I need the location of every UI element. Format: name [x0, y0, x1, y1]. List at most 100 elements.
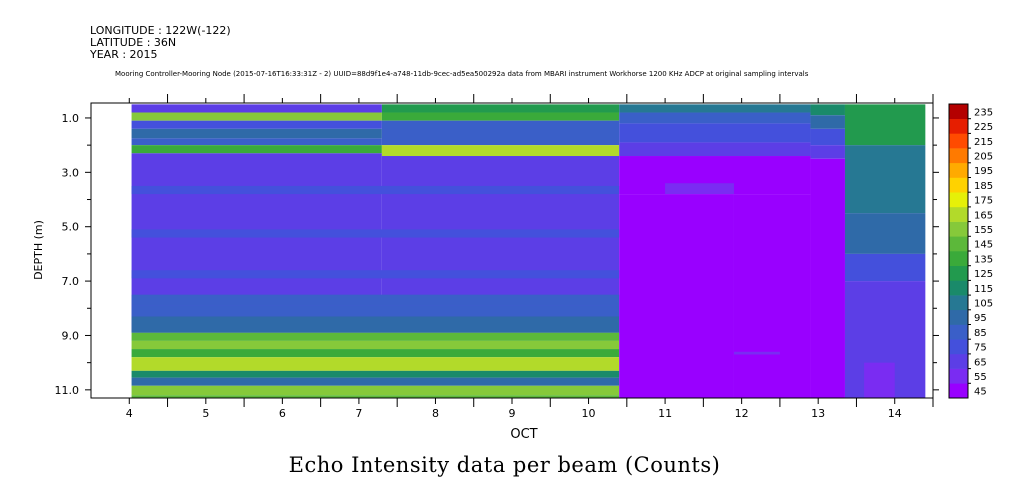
heatmap-cell [619, 112, 811, 124]
colorbar-label: 115 [974, 284, 993, 295]
latitude-label: LATITUDE : 36N [90, 36, 177, 49]
colorbar-label: 95 [974, 313, 987, 324]
heatmap-cell [665, 183, 734, 195]
heatmap-cell [131, 370, 620, 378]
colorbar-swatch [949, 309, 968, 325]
colorbar-label: 55 [974, 372, 987, 383]
heatmap-cell [131, 120, 382, 129]
x-tick-label: 8 [432, 407, 439, 420]
heatmap-cell [131, 128, 382, 139]
heatmap-cell [619, 104, 811, 113]
y-axis-label: DEPTH (m) [32, 220, 45, 280]
colorbar-swatch [949, 251, 968, 266]
colorbar-swatch [949, 148, 968, 164]
heatmap-cell [131, 229, 620, 238]
longitude-label: LONGITUDE : 122W(-122) [90, 24, 231, 37]
heatmap-cell [844, 104, 926, 146]
colorbar-label: 205 [974, 151, 993, 162]
colorbar-label: 195 [974, 166, 993, 177]
dataset-subtitle: Mooring Controller-Mooring Node (2015-07… [115, 70, 809, 78]
year-label: YEAR : 2015 [90, 48, 158, 61]
colorbar-swatch [949, 368, 968, 384]
colorbar-label: 135 [974, 254, 993, 265]
heatmap-cell [131, 294, 620, 306]
x-tick-label: 12 [735, 407, 749, 420]
heatmap-cell [619, 194, 734, 398]
heatmap-cell [131, 316, 620, 333]
colorbar-label: 165 [974, 210, 993, 221]
heatmap-cell [381, 120, 620, 146]
x-tick-label: 5 [202, 407, 209, 420]
heatmap-cell [810, 128, 845, 146]
colorbar-label: 65 [974, 357, 987, 368]
colorbar-label: 105 [974, 298, 993, 309]
colorbar-swatch [949, 353, 968, 369]
colorbar-swatch [949, 265, 968, 281]
x-axis-label: OCT [510, 427, 537, 442]
y-axis: 1.0 3.0 5.0 7.0 9.0 11.0 [55, 112, 939, 397]
x-tick-label: 14 [888, 407, 902, 420]
colorbar-swatch [949, 324, 968, 340]
heatmap-cell [131, 385, 620, 396]
y-tick-label: 9.0 [62, 329, 80, 342]
colorbar-label: 75 [974, 343, 987, 354]
colorbar-label: 145 [974, 240, 993, 251]
colorbar-swatch [949, 295, 968, 311]
x-tick-label: 9 [509, 407, 516, 420]
colorbar-label: 155 [974, 225, 993, 236]
y-tick-label: 1.0 [62, 112, 80, 125]
heatmap-cell [131, 357, 620, 371]
heatmap-cell [810, 104, 845, 116]
heatmap-cell [131, 340, 620, 350]
heatmap-cell [619, 123, 811, 143]
colorbar-swatch [949, 133, 968, 149]
colorbar-label: 125 [974, 269, 993, 280]
heatmap-cell [844, 253, 926, 282]
heatmap-cell [810, 145, 845, 159]
heatmap-cell [131, 332, 620, 341]
colorbar-label: 215 [974, 137, 993, 148]
heatmap-cell [131, 104, 382, 113]
colorbar-swatch [949, 118, 968, 134]
y-tick-label: 7.0 [62, 275, 80, 288]
colorbar-swatch [949, 104, 968, 119]
heatmap-cell [131, 377, 620, 386]
y-tick-label: 11.0 [55, 384, 80, 397]
colorbar: 45 55 65 75 85 95 105 115 125 135 145 155 165 175 185 1… [948, 103, 993, 399]
colorbar-swatch [949, 221, 968, 237]
x-tick-label: 10 [582, 407, 596, 420]
heatmap-cell [131, 270, 620, 279]
colorbar-swatch [949, 339, 968, 355]
x-tick-label: 4 [126, 407, 133, 420]
colorbar-label: 185 [974, 181, 993, 192]
colorbar-label: 225 [974, 122, 993, 133]
colorbar-swatch [949, 206, 968, 222]
heatmap-cell [131, 145, 382, 154]
heatmap-cell [844, 213, 926, 254]
colorbar-swatch [949, 383, 968, 399]
colorbar-label: 45 [974, 387, 987, 398]
heatmap-cell [131, 395, 620, 398]
colorbar-label: 85 [974, 328, 987, 339]
y-tick-label: 3.0 [62, 166, 80, 179]
heatmap-cell [131, 185, 620, 195]
colorbar-swatch [949, 162, 968, 178]
heatmap-cell [131, 112, 382, 121]
chart-title: Echo Intensity data per beam (Counts) [288, 453, 721, 477]
heatmap-cell [844, 145, 926, 214]
colorbar-swatch [949, 192, 968, 208]
x-axis: 4 5 6 7 8 9 10 11 12 13 14 [126, 94, 934, 420]
heatmap-cell [131, 349, 620, 358]
heatmap-cell [381, 112, 620, 121]
heatmap-cell [810, 115, 845, 129]
heatmap-cells [131, 104, 926, 398]
heatmap-cell [381, 104, 620, 113]
x-tick-label: 13 [811, 407, 825, 420]
heatmap-cell [619, 142, 811, 157]
x-tick-label: 11 [658, 407, 672, 420]
colorbar-frame [948, 103, 969, 399]
heatmap-cell [810, 158, 845, 398]
colorbar-swatch [949, 236, 968, 252]
x-tick-label: 7 [355, 407, 362, 420]
